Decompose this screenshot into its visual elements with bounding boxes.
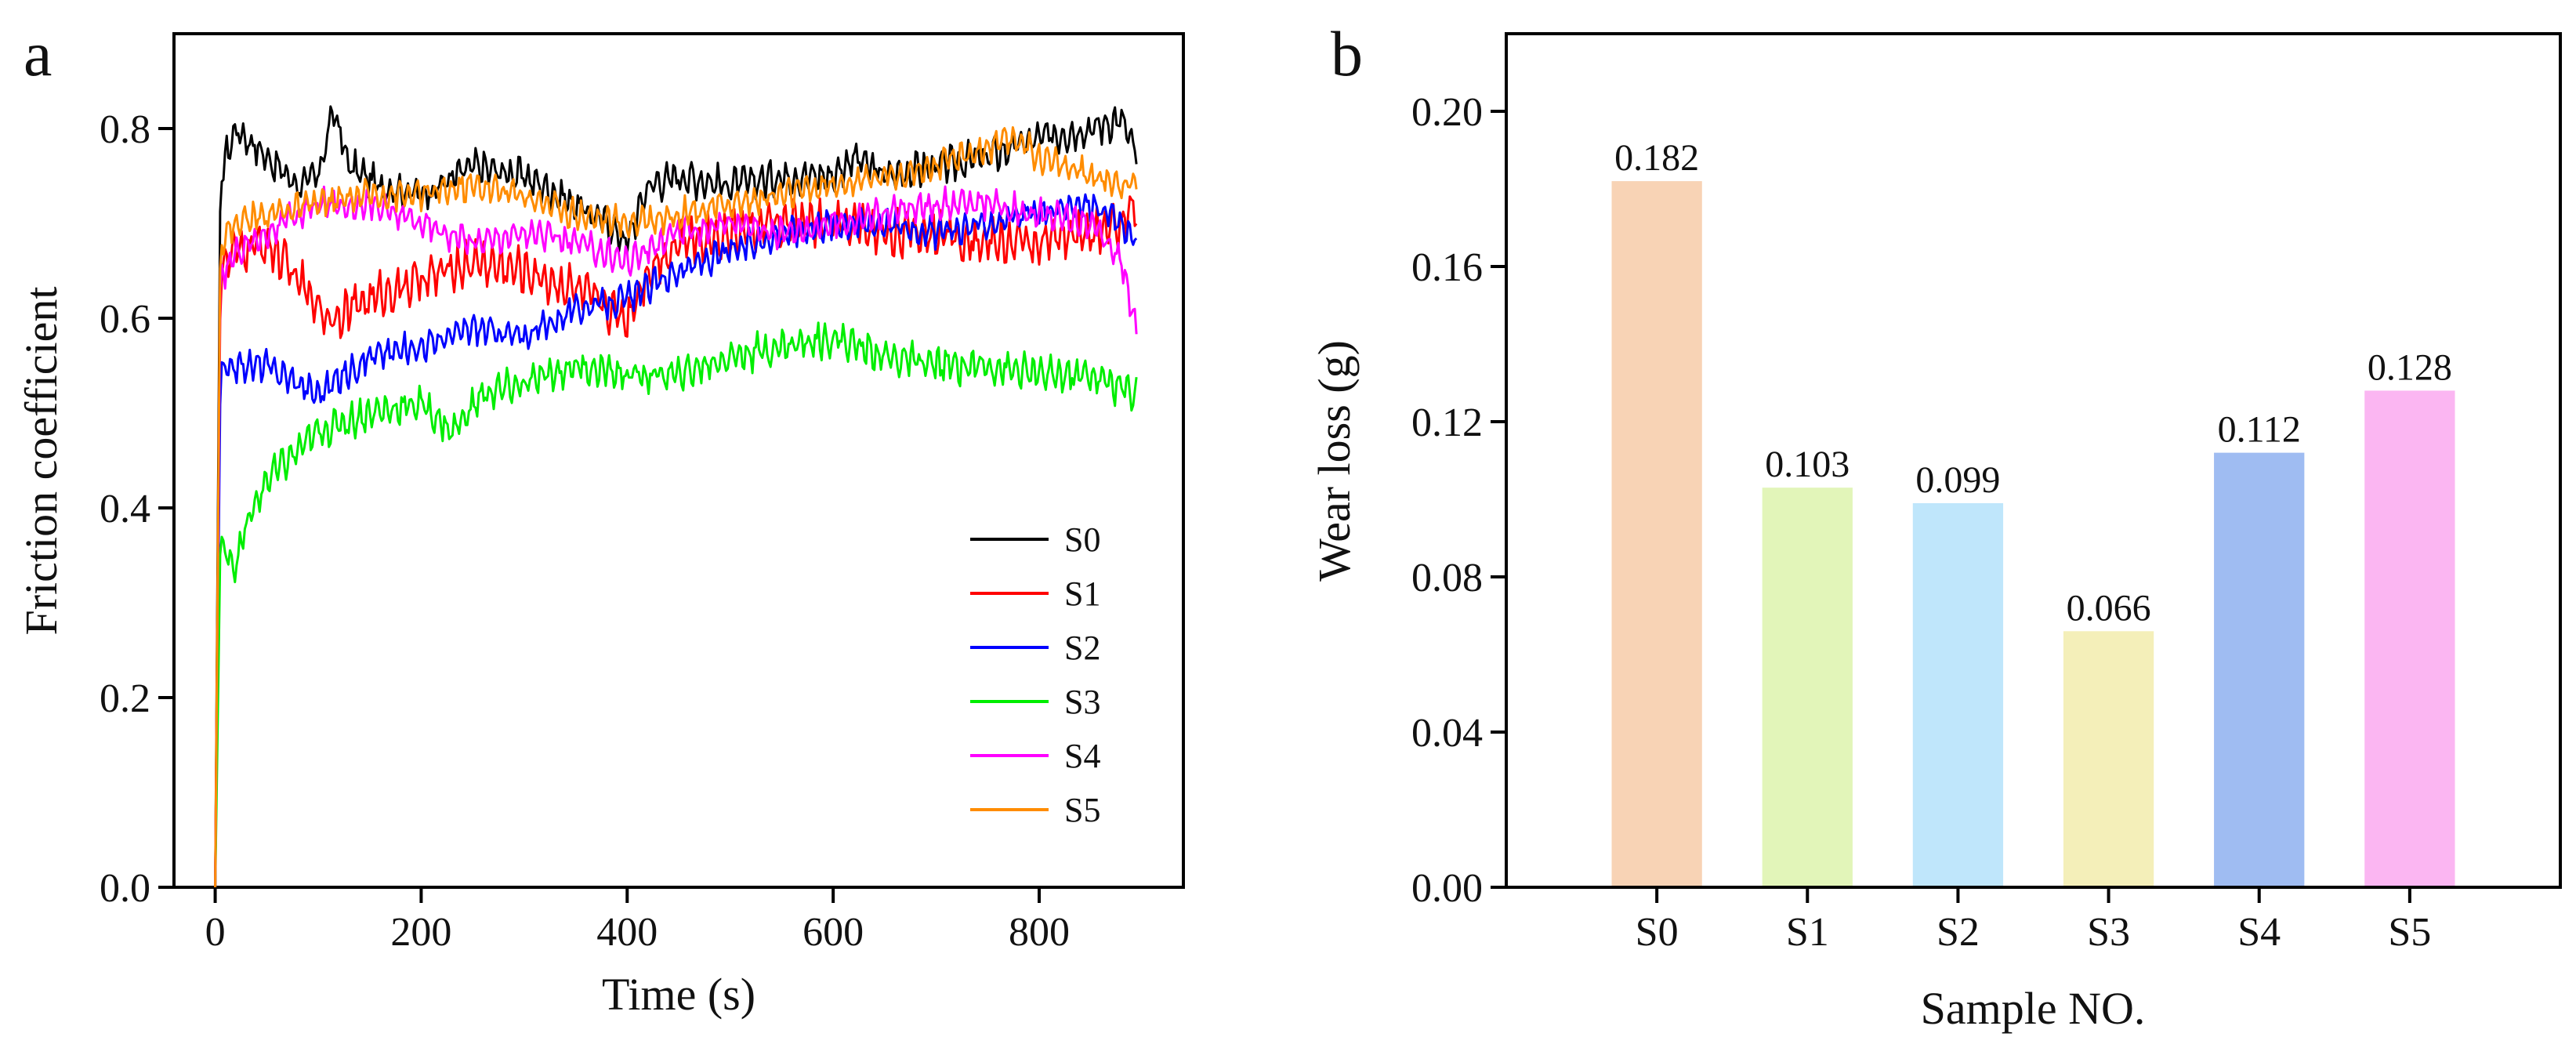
legend-label-s2: S2 bbox=[1064, 629, 1100, 667]
x-tick-label: 0 bbox=[205, 910, 226, 955]
y-axis-label-b: Wear loss (g) bbox=[1309, 340, 1360, 582]
x-tick-label: S2 bbox=[1937, 910, 1980, 955]
y-tick-label: 0.08 bbox=[1411, 556, 1483, 600]
x-tick-label: S0 bbox=[1636, 910, 1679, 955]
x-tick-label: 800 bbox=[1009, 910, 1070, 955]
bar-s4 bbox=[2214, 452, 2305, 887]
bar-value-label-s5: 0.128 bbox=[2368, 346, 2452, 388]
y-tick-label: 0.04 bbox=[1411, 711, 1483, 756]
bar-value-label-s0: 0.182 bbox=[1614, 137, 1699, 179]
bar-s5 bbox=[2364, 390, 2455, 887]
x-axis-label-b: Sample NO. bbox=[1921, 983, 2146, 1034]
legend-label-s0: S0 bbox=[1064, 520, 1100, 559]
bars-b: 0.182 0.103 0.099 0.066 0.112 0.128 bbox=[1611, 137, 2455, 888]
series-line-s1 bbox=[214, 195, 1138, 888]
x-tick-label: 400 bbox=[596, 910, 658, 955]
y-tick-label: 0.12 bbox=[1411, 401, 1483, 445]
chart-a: a 0.0 0.2 0.4 0.6 0.8 0 200 400 600 800 Time (s)… bbox=[16, 18, 1185, 1020]
x-tick-label: S1 bbox=[1786, 910, 1829, 955]
x-axis-label-a: Time (s) bbox=[602, 969, 755, 1020]
bar-value-label-s1: 0.103 bbox=[1765, 444, 1850, 485]
y-tick-label: 0.20 bbox=[1411, 90, 1483, 135]
x-ticks-a: 0 200 400 600 800 bbox=[205, 887, 1070, 955]
series-group-a bbox=[214, 105, 1138, 888]
y-tick-label: 0.0 bbox=[100, 866, 150, 911]
bar-s2 bbox=[1912, 502, 2004, 887]
bar-s1 bbox=[1762, 488, 1853, 887]
bar-s3 bbox=[2063, 631, 2154, 887]
x-tick-label: 200 bbox=[390, 910, 451, 955]
plot-area-b: 0.182 0.103 0.099 0.066 0.112 0.128 bbox=[1505, 32, 2562, 889]
legend-label-s1: S1 bbox=[1064, 575, 1100, 613]
plot-frame-a bbox=[172, 32, 1185, 889]
bar-value-label-s3: 0.066 bbox=[2067, 587, 2151, 629]
y-ticks-a: 0.0 0.2 0.4 0.6 0.8 bbox=[100, 107, 174, 911]
y-ticks-b: 0.00 0.04 0.08 0.12 0.16 0.20 bbox=[1411, 90, 1506, 911]
bar-s0 bbox=[1611, 181, 1702, 888]
panel-label-a: a bbox=[24, 18, 52, 89]
y-axis-label-a: Friction coefficient bbox=[16, 286, 67, 635]
x-ticks-b: S0 S1 S2 S3 S4 S5 bbox=[1636, 887, 2431, 955]
y-tick-label: 0.00 bbox=[1411, 866, 1483, 911]
legend-a: S0 S1 S2 S3 S4 S5 bbox=[970, 520, 1100, 829]
y-tick-label: 0.16 bbox=[1411, 245, 1483, 290]
plot-area-a bbox=[172, 32, 1185, 889]
series-line-s5 bbox=[214, 126, 1138, 888]
x-tick-label: S3 bbox=[2087, 910, 2130, 955]
bar-value-label-s2: 0.099 bbox=[1915, 459, 2000, 501]
y-tick-label: 0.6 bbox=[100, 297, 150, 342]
bar-value-label-s4: 0.112 bbox=[2218, 409, 2301, 451]
x-tick-label: 600 bbox=[803, 910, 864, 955]
x-tick-label: S4 bbox=[2237, 910, 2281, 955]
x-tick-label: S5 bbox=[2388, 910, 2431, 955]
y-tick-label: 0.8 bbox=[100, 107, 150, 152]
y-tick-label: 0.4 bbox=[100, 487, 150, 531]
plot-frame-b bbox=[1505, 32, 2562, 889]
panel-label-b: b bbox=[1331, 18, 1363, 89]
legend-label-s4: S4 bbox=[1064, 737, 1100, 775]
legend-label-s3: S3 bbox=[1064, 683, 1100, 721]
series-line-s3 bbox=[214, 321, 1138, 888]
legend-label-s5: S5 bbox=[1064, 791, 1100, 829]
y-tick-label: 0.2 bbox=[100, 676, 150, 721]
series-line-s2 bbox=[214, 193, 1138, 888]
